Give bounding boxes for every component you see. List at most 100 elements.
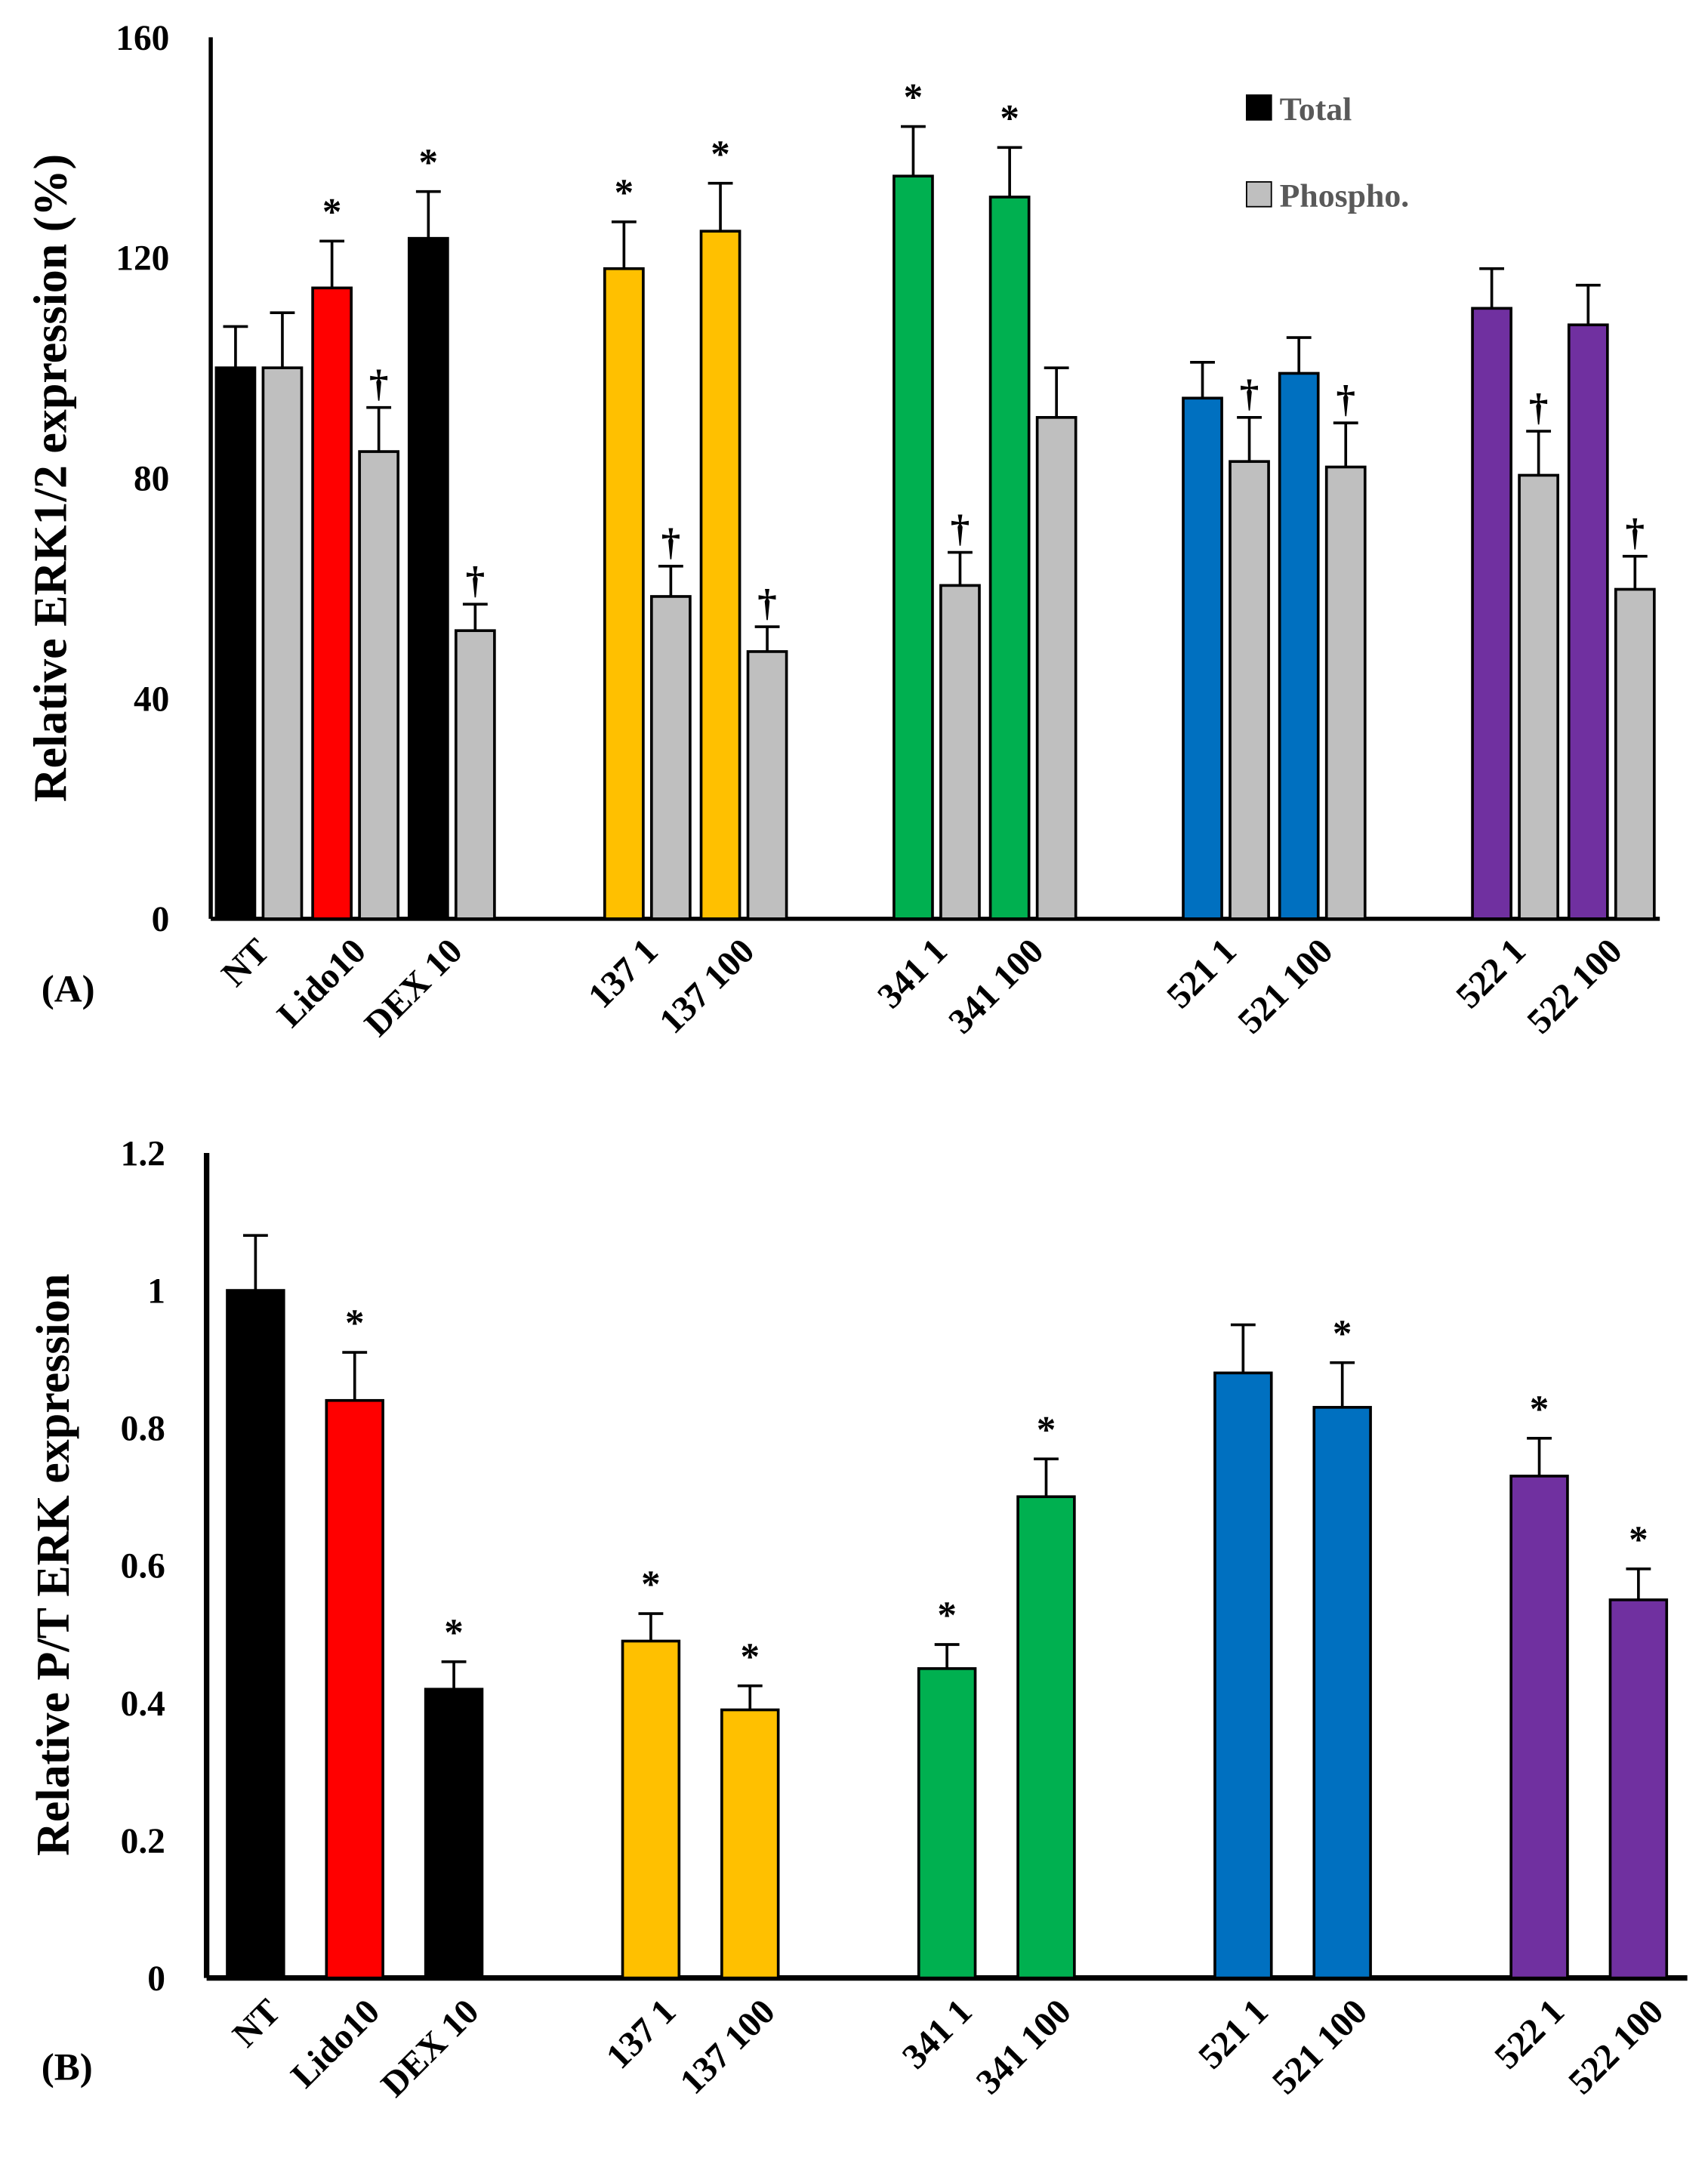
x-tick-label: 522 1	[1449, 931, 1534, 1016]
x-tick-label: 341 1	[895, 1992, 979, 2076]
bar-total-137-1	[603, 267, 645, 920]
bar-phospho-521-1	[1229, 460, 1270, 920]
significance-mark: †	[1626, 511, 1645, 554]
significance-mark: †	[1336, 378, 1355, 421]
legend-swatch-phospho	[1245, 180, 1272, 208]
x-tick-label: 137 100	[652, 931, 763, 1041]
legend: Total Phospho.	[1245, 91, 1410, 214]
significance-mark: †	[1529, 386, 1549, 429]
bar-phospho-341-100	[1035, 416, 1078, 920]
y-tick-label: 80	[134, 460, 169, 499]
significance-mark: *	[1037, 1408, 1056, 1451]
panel-a-chart: 0 40 80 120 160 NT * † Lido10 * † DEX 10 * † 137 1 * † 13…	[116, 19, 1660, 1044]
y-tick-label: 40	[134, 680, 169, 719]
significance-mark: †	[661, 521, 681, 564]
x-tick-label: 522 1	[1488, 1992, 1572, 2076]
y-tick-label: 0.8	[121, 1410, 165, 1449]
x-tick-label: 137 1	[581, 931, 665, 1016]
significance-mark: *	[1530, 1388, 1549, 1431]
legend-swatch-total	[1245, 94, 1272, 121]
x-tick-label: DEX 10	[374, 1992, 486, 2104]
bar-total-lido10	[311, 286, 353, 920]
y-tick-label: 160	[116, 19, 169, 58]
significance-mark: *	[444, 1611, 464, 1654]
y-tick-label: 0.4	[121, 1685, 165, 1724]
bar-137-100	[720, 1708, 780, 1980]
legend-label-total: Total	[1280, 91, 1352, 128]
x-tick-label: 521 100	[1265, 1992, 1375, 2102]
bar-total-521-100	[1278, 371, 1320, 920]
panel-a-label: (A)	[42, 967, 95, 1010]
bar-522-1	[1509, 1475, 1569, 1980]
x-tick-label: Lido10	[284, 1992, 387, 2095]
significance-mark: †	[757, 582, 777, 625]
x-tick-label: NT	[225, 1992, 288, 2055]
y-tick-label: 0	[152, 900, 170, 939]
bar-lido10	[325, 1398, 384, 1980]
bar-total-nt	[214, 366, 257, 920]
bar-phospho-dex-10	[454, 629, 496, 920]
significance-mark: *	[322, 190, 342, 233]
bar-dex-10	[424, 1688, 484, 1980]
bar-total-341-1	[893, 174, 934, 920]
significance-mark: †	[466, 559, 486, 603]
significance-mark: *	[641, 1563, 661, 1606]
x-tick-label: Lido10	[270, 931, 373, 1034]
x-tick-label: 521 1	[1160, 931, 1244, 1016]
x-tick-label: DEX 10	[357, 931, 470, 1043]
significance-mark: *	[711, 133, 730, 176]
significance-mark: *	[419, 141, 439, 184]
significance-mark: *	[741, 1635, 760, 1678]
x-tick-label: 521 1	[1191, 1992, 1275, 2076]
bar-phospho-137-1	[650, 595, 692, 920]
bar-341-100	[1016, 1495, 1076, 1980]
bar-521-1	[1213, 1371, 1273, 1980]
y-tick-label: 0	[147, 1959, 165, 1999]
significance-mark: †	[951, 507, 970, 550]
bar-521-100	[1312, 1406, 1372, 1980]
y-tick-label: 1.2	[121, 1134, 165, 1173]
bar-total-522-1	[1471, 307, 1512, 920]
panel-b-y-axis-title: Relative P/T ERK expression	[28, 1274, 79, 1856]
bar-phospho-522-1	[1518, 473, 1559, 920]
significance-mark: *	[937, 1594, 957, 1637]
significance-mark: *	[1333, 1312, 1352, 1355]
legend-label-phospho: Phospho.	[1280, 178, 1410, 214]
bar-phospho-521-100	[1324, 465, 1367, 920]
bar-total-522-100	[1567, 323, 1609, 920]
x-tick-label: 137 100	[673, 1992, 783, 2102]
y-tick-label: 120	[116, 239, 169, 279]
x-tick-label: 341 1	[870, 931, 954, 1016]
significance-mark: *	[615, 171, 634, 214]
bar-341-1	[917, 1667, 977, 1980]
bar-total-dex-10	[407, 236, 449, 920]
bar-nt	[226, 1289, 285, 1980]
x-tick-label: 522 100	[1520, 931, 1630, 1041]
y-tick-label: 0.2	[121, 1822, 165, 1861]
y-tick-label: 0.6	[121, 1547, 165, 1586]
significance-mark: *	[1000, 97, 1019, 140]
x-tick-label: 341 100	[942, 931, 1052, 1041]
bar-137-1	[621, 1639, 681, 1980]
bar-522-100	[1608, 1598, 1669, 1980]
x-tick-label: 521 100	[1231, 931, 1341, 1041]
significance-mark: *	[1629, 1518, 1648, 1561]
significance-mark: †	[369, 362, 389, 405]
x-tick-label: NT	[214, 931, 277, 994]
x-tick-label: 341 100	[969, 1992, 1079, 2102]
bar-phospho-137-100	[746, 650, 788, 920]
panel-b-label: (B)	[42, 2046, 93, 2089]
bar-phospho-nt	[261, 366, 304, 920]
bar-phospho-341-1	[939, 584, 981, 920]
y-tick-label: 1	[147, 1272, 165, 1311]
significance-mark: *	[904, 76, 923, 119]
x-tick-label: 137 1	[599, 1992, 683, 2076]
panel-a-y-axis-title: Relative ERK1/2 expression (%)	[26, 154, 77, 802]
significance-mark: †	[1240, 372, 1259, 415]
significance-mark: *	[345, 1302, 365, 1345]
bar-total-521-1	[1182, 396, 1223, 920]
bar-phospho-522-100	[1614, 587, 1656, 920]
bar-phospho-lido10	[358, 450, 400, 920]
